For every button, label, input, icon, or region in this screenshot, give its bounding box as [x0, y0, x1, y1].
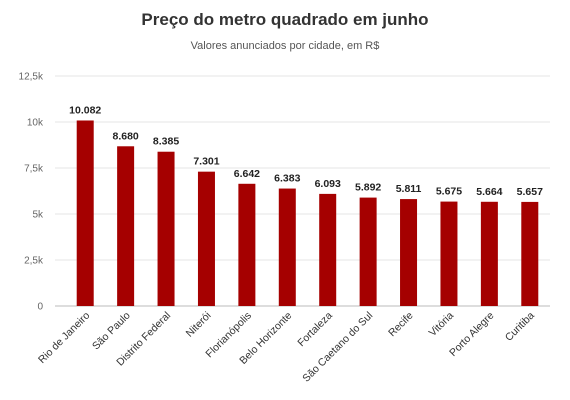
x-tick-label: São Paulo — [90, 310, 133, 353]
x-tick-label: Niterói — [184, 310, 214, 340]
data-label: 6.093 — [315, 178, 341, 190]
y-tick-label: 5k — [32, 210, 44, 221]
data-label: 5.892 — [355, 182, 381, 194]
data-label: 5.657 — [517, 186, 543, 198]
bar — [319, 193, 337, 306]
data-label: 6.383 — [274, 173, 300, 185]
x-tick-label: Vitória — [427, 310, 457, 340]
data-label: 5.811 — [396, 183, 422, 195]
data-label: 7.301 — [193, 156, 219, 168]
x-tick-label: Curitiba — [503, 310, 537, 344]
chart-title: Preço do metro quadrado em junho — [141, 10, 429, 29]
bar — [521, 201, 539, 306]
bar — [117, 146, 135, 306]
y-tick-label: 10k — [27, 118, 44, 129]
data-label: 5.664 — [476, 186, 502, 198]
bar — [278, 188, 296, 306]
bar — [440, 201, 458, 306]
data-label: 6.642 — [234, 168, 260, 180]
chart-subtitle: Valores anunciados por cidade, em R$ — [190, 40, 380, 52]
y-tick-label: 0 — [37, 302, 43, 313]
x-tick-label: Fortaleza — [295, 310, 335, 350]
bar — [76, 120, 94, 306]
y-tick-label: 2,5k — [24, 256, 44, 267]
bar — [480, 201, 498, 306]
x-tick-label: Rio de Janeiro — [36, 310, 92, 366]
data-label: 8.385 — [153, 136, 179, 148]
bar — [238, 183, 256, 306]
bar — [359, 197, 377, 306]
bar — [157, 151, 175, 306]
data-label: 8.680 — [112, 130, 138, 142]
x-tick-label: São Caetano do Sul — [300, 310, 375, 385]
x-tick-label: Recife — [386, 310, 416, 340]
bar — [400, 199, 418, 306]
bar — [197, 171, 215, 306]
y-tick-label: 12,5k — [19, 72, 44, 83]
data-label: 5.675 — [436, 186, 462, 198]
y-tick-label: 7,5k — [24, 164, 44, 175]
data-label: 10.082 — [69, 104, 101, 116]
